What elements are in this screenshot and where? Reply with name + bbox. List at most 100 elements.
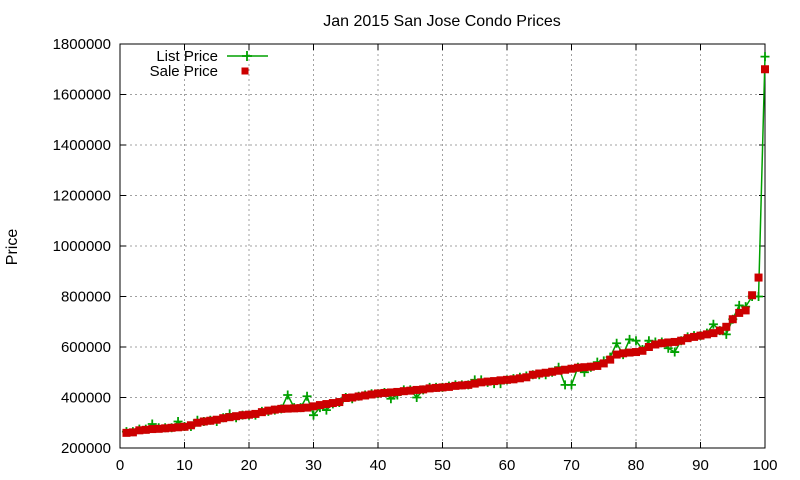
sale-price-point [599, 359, 608, 368]
x-tick-label: 70 [563, 457, 580, 474]
sale-price-point [625, 348, 634, 357]
list-price-point [760, 52, 770, 62]
legend-plus-glyph [242, 51, 252, 61]
sale-price-point [593, 361, 602, 370]
sale-price-point [245, 410, 253, 419]
sale-price-point [341, 394, 350, 402]
sale-price-point [186, 421, 195, 430]
y-tick-label: 1400000 [53, 137, 111, 154]
sale-price-point [735, 308, 744, 317]
sale-price-point [503, 375, 511, 384]
legend: List Price Sale Price [150, 48, 268, 80]
sale-price-point [264, 406, 273, 415]
x-tick-label: 50 [434, 457, 451, 474]
x-tick-label: 20 [241, 457, 258, 474]
sale-price-point [367, 390, 376, 399]
sale-price-point [535, 369, 544, 378]
axis-ticks: 0 10 20 30 40 50 60 70 80 90 100 200000 400000 600000… [53, 36, 778, 474]
sale-price-point [122, 428, 131, 437]
chart-title: Jan 2015 San Jose Condo Prices [323, 13, 560, 30]
sale-price-point [567, 364, 576, 373]
sale-price-point [180, 422, 189, 431]
sale-price-point [509, 375, 518, 384]
sale-price-point [406, 386, 415, 395]
sale-price-point [619, 349, 628, 358]
sale-price-point [135, 426, 144, 435]
sale-price-point [251, 409, 260, 418]
sale-price-point [573, 363, 582, 372]
sale-price-point [644, 343, 653, 351]
y-tick-label: 800000 [61, 289, 111, 306]
sale-price-point [612, 350, 621, 359]
sale-price-point [541, 368, 550, 377]
list-price-point [625, 334, 635, 344]
sale-price-point [257, 408, 266, 417]
sale-price-point [477, 378, 486, 387]
legend-label-list-price: List Price [156, 48, 218, 65]
sale-price-point [283, 404, 292, 413]
sale-price-point [399, 387, 408, 396]
sale-price-point [374, 389, 382, 398]
sale-price-point [632, 348, 640, 357]
sale-price-point [296, 404, 305, 413]
sale-price-point [606, 355, 615, 364]
list-price-point [302, 391, 312, 401]
sale-price-point [225, 413, 234, 422]
sale-price-point [580, 363, 589, 372]
sale-price-point [638, 346, 647, 355]
y-tick-label: 400000 [61, 390, 111, 407]
sale-price-point [522, 373, 531, 382]
sale-price-point [419, 385, 428, 394]
sale-price-point [212, 415, 221, 424]
y-tick-label: 1000000 [53, 238, 111, 255]
sale-price-point [444, 382, 453, 391]
sale-price-point [702, 330, 711, 339]
y-tick-label: 1200000 [53, 188, 111, 205]
sale-price-point [554, 366, 563, 375]
list-price-point [309, 410, 318, 420]
sale-price-point [386, 388, 395, 397]
sale-price-point [438, 383, 447, 392]
sale-price-point [651, 340, 660, 349]
sale-price-point [154, 424, 163, 433]
sale-price-point [232, 412, 241, 421]
sale-price-point [586, 362, 595, 371]
sale-price-point [683, 334, 692, 343]
list-price-point [412, 393, 422, 402]
sale-price-point [148, 425, 157, 434]
list-price-point [734, 300, 744, 310]
sale-price-point [270, 405, 279, 414]
sale-price-point [141, 425, 150, 434]
sale-price-point [322, 400, 331, 409]
sale-price-point [167, 423, 176, 432]
sale-price-point [657, 339, 666, 348]
sale-price-point [515, 374, 524, 383]
sale-price-point [193, 418, 202, 427]
list-price-point [612, 338, 622, 348]
sale-price-point [748, 291, 757, 300]
sale-price-point [315, 401, 324, 410]
x-tick-label: 0 [116, 457, 124, 474]
y-tick-label: 600000 [61, 339, 111, 356]
sale-price-point [677, 336, 686, 345]
x-tick-label: 100 [752, 457, 777, 474]
sale-price-point [761, 65, 769, 74]
sale-price-point [709, 329, 718, 338]
y-tick-label: 1600000 [53, 87, 111, 104]
sale-price-point [548, 367, 557, 376]
sale-price-point [754, 273, 763, 282]
x-tick-label: 90 [692, 457, 709, 474]
sale-price-point [161, 424, 170, 433]
sale-price-point [483, 377, 492, 386]
list-price-point [708, 319, 718, 329]
sale-price-point [464, 380, 473, 389]
sale-price-point [741, 306, 750, 315]
sale-price-point [412, 385, 421, 394]
sale-price-point [722, 322, 731, 331]
sale-price-point [361, 391, 370, 400]
legend-marker-sale-price [241, 67, 249, 75]
list-price-point [631, 336, 641, 346]
sale-price-point [425, 384, 434, 393]
sale-price-point [393, 387, 402, 396]
